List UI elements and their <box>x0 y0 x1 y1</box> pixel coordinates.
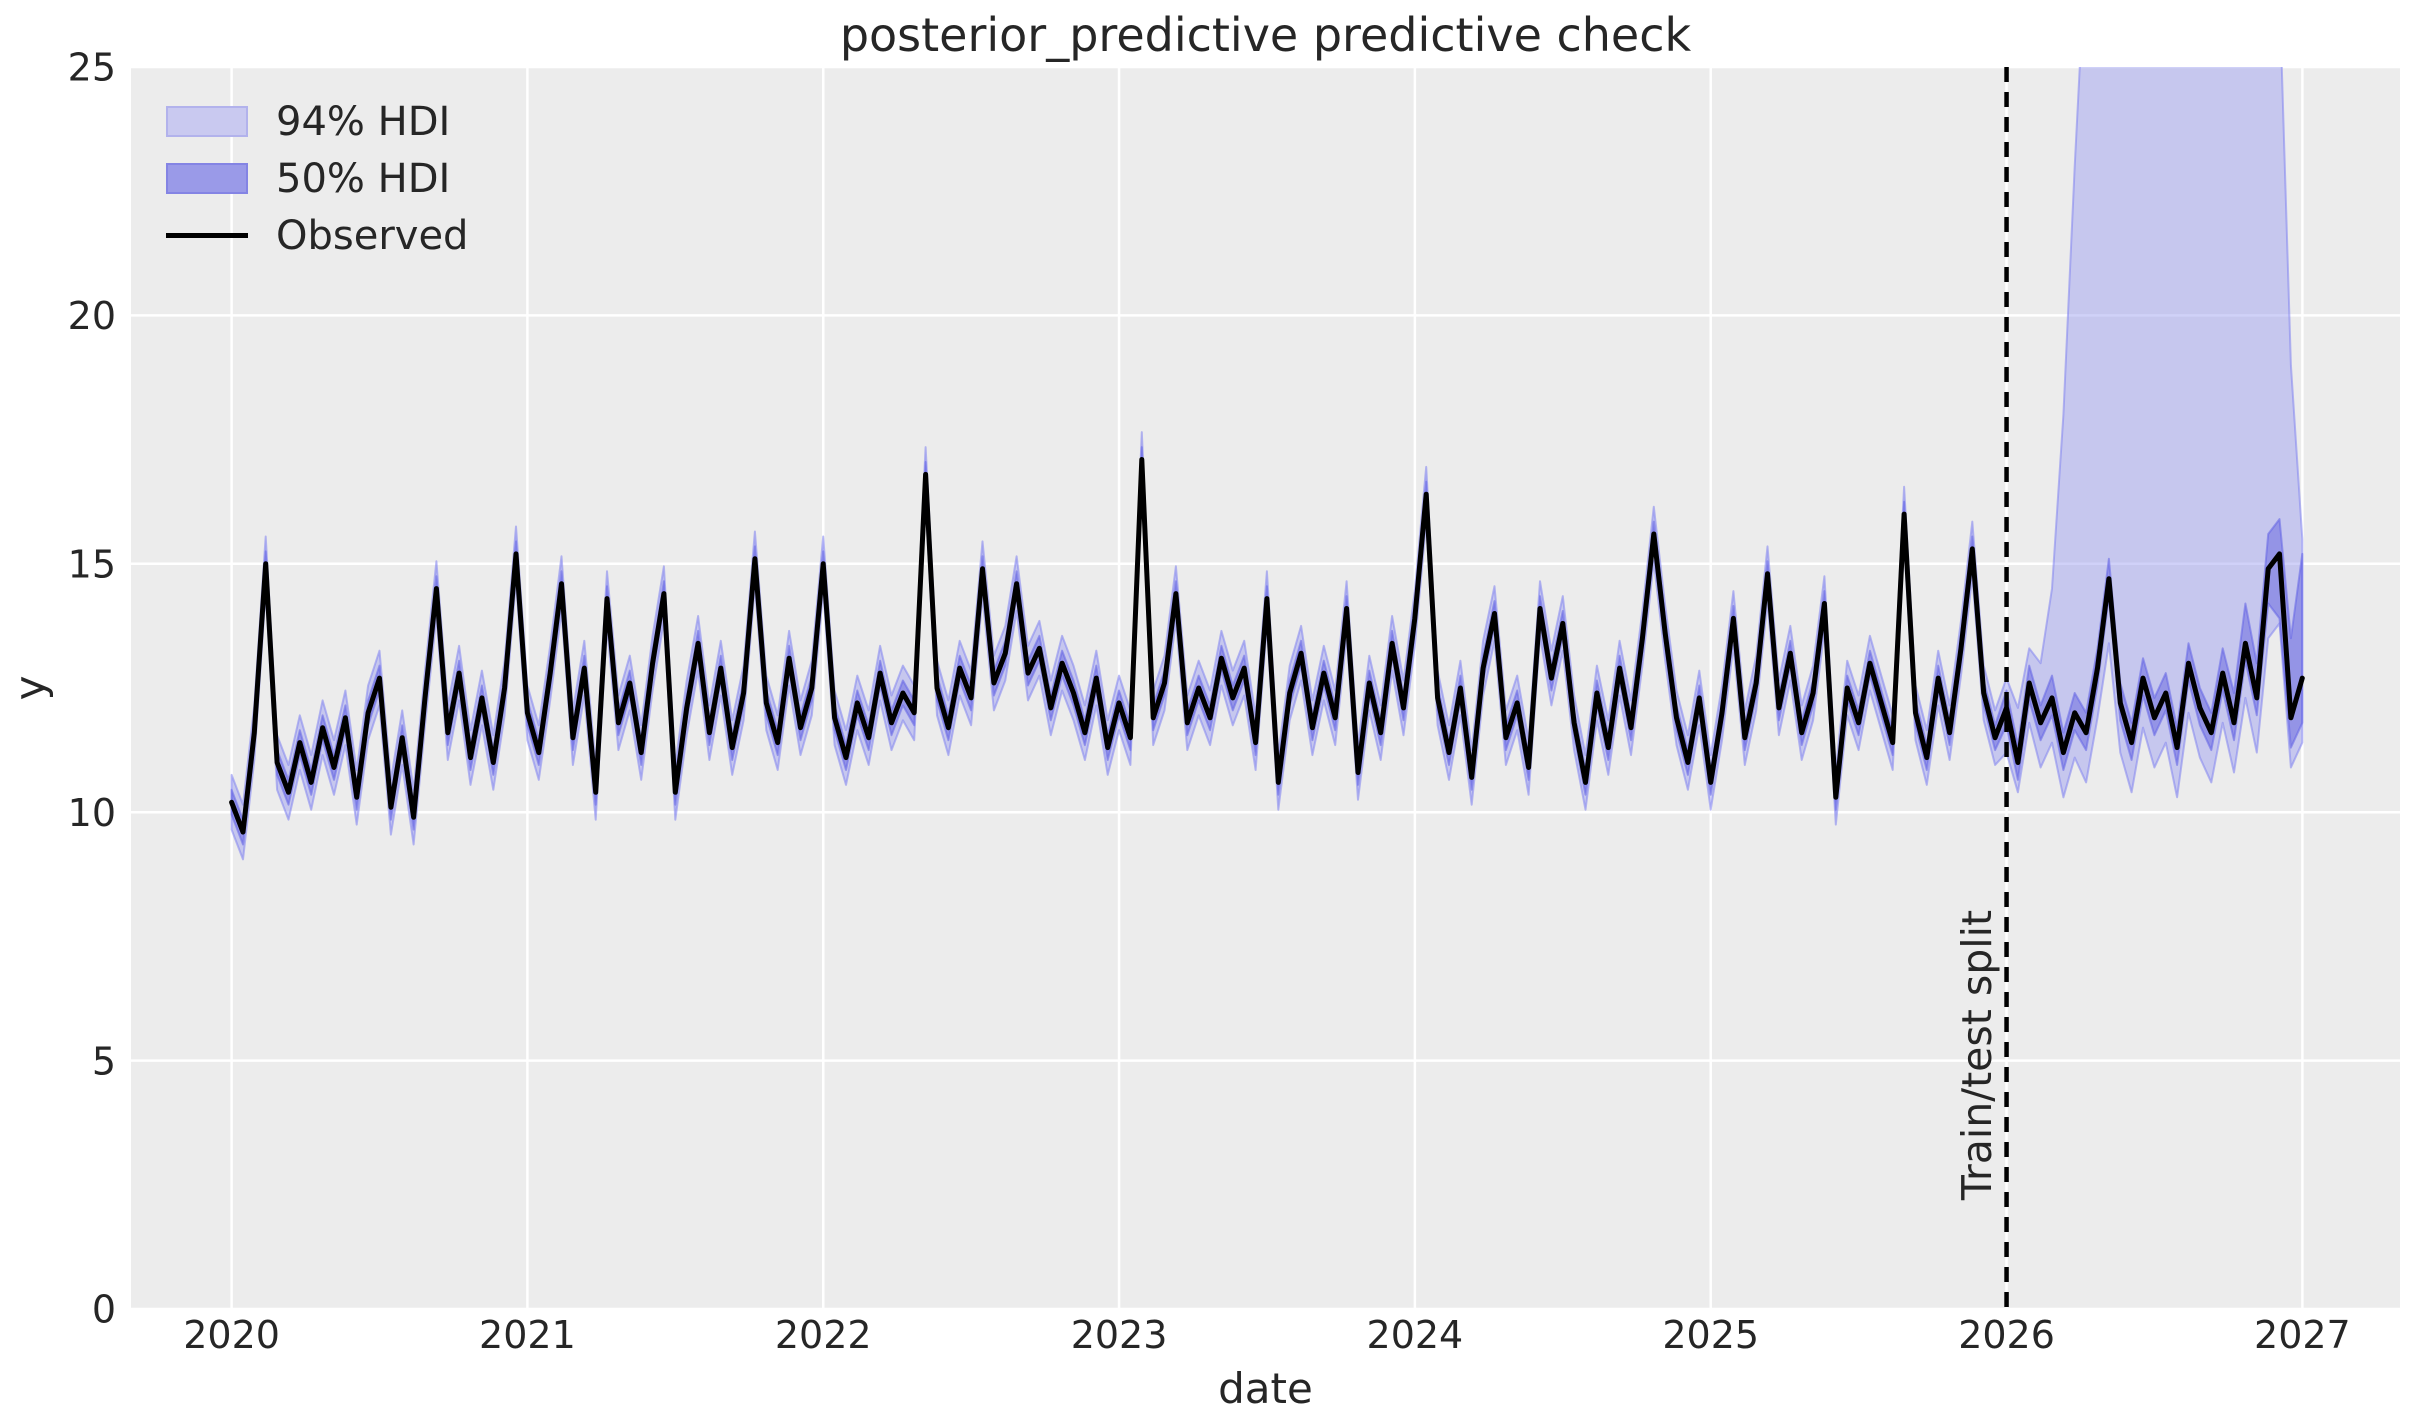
x-tick-label: 2020 <box>183 1313 280 1357</box>
hdi-50-band <box>230 446 2304 846</box>
x-tick-label: 2025 <box>1662 1313 1759 1357</box>
y-tick-label: 15 <box>68 542 116 586</box>
train-test-split-annotation: Train/test split <box>1953 909 2001 1201</box>
legend-item-94-hdi: 94% HDI <box>166 98 468 145</box>
hdi-94-band <box>230 67 2304 861</box>
y-tick-label: 20 <box>68 294 116 338</box>
y-tick-label: 0 <box>92 1288 116 1332</box>
y-tick-label: 25 <box>68 46 116 90</box>
y-axis-label: y <box>5 675 55 701</box>
x-tick-label: 2021 <box>479 1313 576 1357</box>
legend: 94% HDI 50% HDI Observed <box>166 98 469 259</box>
observed-line <box>229 457 2305 835</box>
legend-item-observed: Observed <box>166 212 469 259</box>
x-tick-label: 2027 <box>2254 1313 2351 1357</box>
observed-line-swatch-icon <box>166 233 248 238</box>
x-tick-label: 2023 <box>1071 1313 1168 1357</box>
y-tick-label: 5 <box>92 1039 116 1083</box>
x-axis-label: date <box>1218 1364 1313 1413</box>
hdi-94-swatch-icon <box>166 106 248 137</box>
hdi-50-swatch-icon <box>166 163 248 194</box>
x-tick-label: 2024 <box>1367 1313 1464 1357</box>
legend-item-50-hdi: 50% HDI <box>166 155 468 202</box>
y-tick-label: 10 <box>68 791 116 835</box>
x-tick-label: 2022 <box>775 1313 872 1357</box>
legend-label-50-hdi: 50% HDI <box>276 155 451 202</box>
legend-label-observed: Observed <box>276 212 469 259</box>
legend-label-94-hdi: 94% HDI <box>276 98 451 145</box>
x-tick-label: 2026 <box>1958 1313 2055 1357</box>
chart-title: posterior_predictive predictive check <box>839 8 1692 62</box>
